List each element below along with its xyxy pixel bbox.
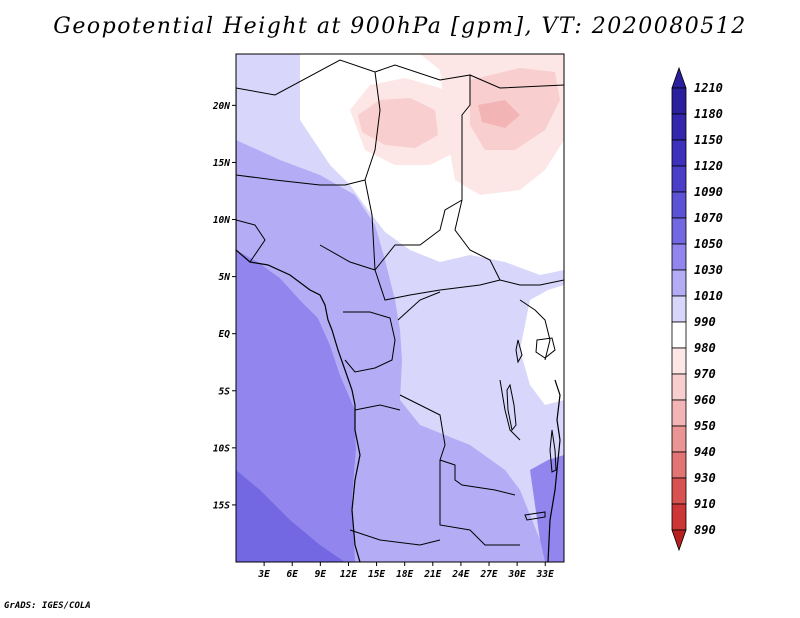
lake-albert: [515, 339, 523, 364]
colorbar-swatch: [671, 399, 687, 427]
colorbar-label: 1030: [694, 263, 723, 277]
colorbar-swatch: [671, 87, 687, 115]
lat-tick-label: 10S: [213, 443, 230, 454]
field-980-top: [420, 54, 564, 70]
colorbar-swatch: [671, 373, 687, 401]
lon-tick-label: 6E: [287, 569, 299, 580]
lakes: [506, 337, 557, 521]
field-1030-central: [236, 140, 545, 562]
colorbar-swatch: [671, 113, 687, 141]
colorbar-swatch: [671, 321, 687, 349]
lon-tick-label: 24E: [451, 569, 469, 580]
colorbar-label: 1210: [694, 81, 723, 95]
colorbar-swatch: [671, 425, 687, 453]
field-970-sudan: [470, 68, 560, 150]
colorbar-label: 930: [694, 471, 716, 485]
colorbar-label: 950: [694, 419, 716, 433]
lake-kariba: [524, 511, 546, 521]
colorbar-label: 1090: [694, 185, 723, 199]
colorbar-swatch: [671, 477, 687, 505]
colorbar-top-arrow: [671, 66, 687, 89]
lon-tick-label: 12E: [340, 569, 357, 580]
colorbar-label: 1010: [694, 289, 723, 303]
lon-axis: 3E 6E 9E 12E 15E 18E 21E 24E 27E 30E 33E: [257, 562, 554, 580]
colorbar-label: 910: [694, 497, 716, 511]
grads-credit: GrADS: IGES/COLA: [4, 601, 91, 611]
colorbar-label: 960: [694, 393, 716, 407]
atlantic-coastline: [236, 249, 361, 562]
colorbar-swatch: [671, 295, 687, 323]
lon-tick-label: 18E: [396, 569, 413, 580]
colorbar-swatch: [671, 451, 687, 479]
lat-tick-label: 15S: [213, 500, 230, 511]
lat-axis: 20N 15N 10N 5N EQ 5S 10S 15S: [212, 101, 236, 511]
colorbar-label: 1070: [694, 211, 723, 225]
field-1070-sw: [236, 470, 345, 562]
lat-tick-label: 15N: [213, 158, 230, 169]
lake-victoria: [535, 337, 556, 359]
lon-tick-label: 27E: [479, 569, 497, 580]
colorbar-swatch: [671, 217, 687, 245]
colorbar-label: 940: [694, 445, 716, 459]
field-1050-west: [236, 250, 358, 562]
colorbar-label: 970: [694, 367, 716, 381]
colorbar-swatch: [671, 165, 687, 193]
map-title: Geopotential Height at 900hPa [gpm], VT:…: [53, 14, 747, 39]
map-frame: [235, 53, 565, 563]
lon-tick-label: 21E: [423, 569, 441, 580]
field-990-east: [520, 285, 564, 405]
field-970-libya: [358, 98, 438, 148]
lon-tick-label: 30E: [508, 569, 526, 580]
indian-ocean-coastline: [547, 379, 561, 562]
colorbar-swatch: [671, 269, 687, 297]
colorbar-swatch: [671, 191, 687, 219]
colorbar-swatch: [671, 139, 687, 167]
lat-tick-label: 5S: [219, 386, 231, 397]
lake-malawi: [549, 429, 557, 473]
colorbar-label: 1180: [694, 107, 723, 121]
colorbar-bottom-arrow: [671, 529, 687, 552]
colorbar: 1210 1180 1150 1120 1090 1070 1050 1030 1010 990 9…: [671, 66, 723, 552]
field-960-sudan: [478, 100, 520, 128]
lake-tanganyika: [506, 383, 517, 432]
height-field: [236, 54, 564, 562]
lon-tick-label: 15E: [368, 569, 385, 580]
lon-tick-label: 9E: [315, 569, 327, 580]
colorbar-label: 1120: [694, 159, 723, 173]
country-borders: [236, 59, 564, 546]
colorbar-swatch: [671, 243, 687, 271]
colorbar-swatch: [671, 347, 687, 375]
lat-tick-label: 10N: [213, 215, 230, 226]
colorbar-label: 1050: [694, 237, 723, 251]
lon-tick-label: 33E: [536, 569, 554, 580]
lat-tick-label: EQ: [219, 329, 231, 340]
colorbar-label: 980: [694, 341, 716, 355]
colorbar-swatch: [671, 503, 687, 531]
colorbar-label: 990: [694, 315, 716, 329]
colorbar-label: 890: [694, 523, 716, 537]
lon-tick-label: 3E: [257, 569, 270, 580]
colorbar-label: 1150: [694, 133, 723, 147]
lat-tick-label: 20N: [212, 101, 230, 112]
lat-tick-label: 5N: [219, 272, 231, 283]
